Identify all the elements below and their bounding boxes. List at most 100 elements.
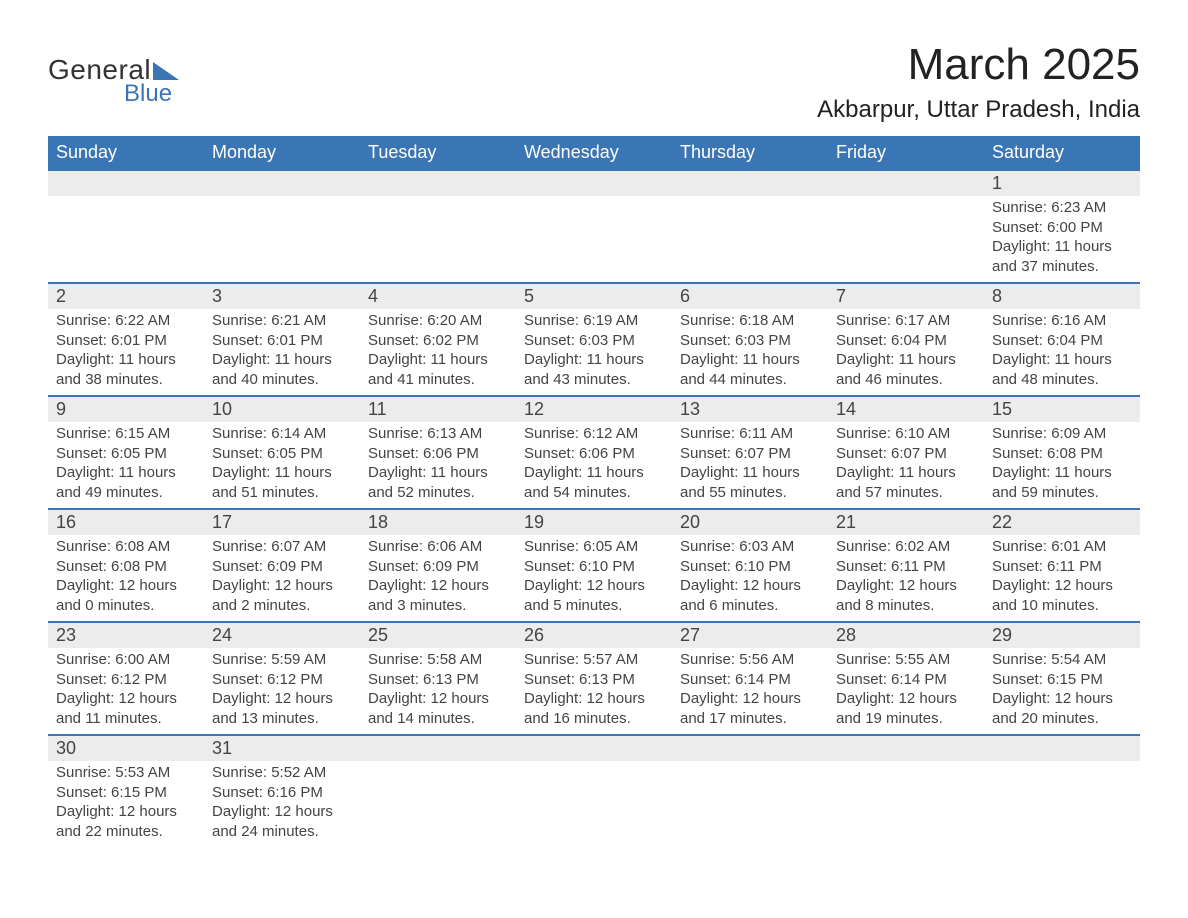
detail-line-ss: Sunset: 6:13 PM: [368, 670, 508, 690]
day-detail-cell: Sunrise: 5:54 AMSunset: 6:15 PMDaylight:…: [984, 648, 1140, 735]
day-header: Thursday: [672, 136, 828, 170]
day-number-cell: 15: [984, 396, 1140, 422]
detail-line-d2: and 13 minutes.: [212, 709, 352, 729]
detail-line-d1: Daylight: 11 hours: [836, 350, 976, 370]
detail-line-sr: Sunrise: 6:14 AM: [212, 424, 352, 444]
day-number-cell: 17: [204, 509, 360, 535]
logo-text-blue: Blue: [124, 80, 179, 108]
detail-line-d2: and 17 minutes.: [680, 709, 820, 729]
day-number-cell: 8: [984, 283, 1140, 309]
detail-line-d1: Daylight: 11 hours: [680, 350, 820, 370]
detail-line-d2: and 6 minutes.: [680, 596, 820, 616]
detail-line-d2: and 16 minutes.: [524, 709, 664, 729]
detail-line-d2: and 22 minutes.: [56, 822, 196, 842]
detail-line-ss: Sunset: 6:11 PM: [836, 557, 976, 577]
day-detail-cell: Sunrise: 5:59 AMSunset: 6:12 PMDaylight:…: [204, 648, 360, 735]
day-number-row: 9101112131415: [48, 396, 1140, 422]
detail-line-sr: Sunrise: 5:55 AM: [836, 650, 976, 670]
detail-line-d1: Daylight: 12 hours: [212, 689, 352, 709]
day-number-cell: [672, 735, 828, 761]
day-header: Monday: [204, 136, 360, 170]
day-number-cell: 26: [516, 622, 672, 648]
day-detail-cell: [828, 196, 984, 283]
detail-line-sr: Sunrise: 6:19 AM: [524, 311, 664, 331]
detail-line-d2: and 14 minutes.: [368, 709, 508, 729]
month-title: March 2025: [817, 40, 1140, 90]
day-detail-cell: Sunrise: 6:22 AMSunset: 6:01 PMDaylight:…: [48, 309, 204, 396]
detail-line-sr: Sunrise: 6:05 AM: [524, 537, 664, 557]
day-header: Tuesday: [360, 136, 516, 170]
detail-line-d1: Daylight: 11 hours: [524, 350, 664, 370]
detail-line-d1: Daylight: 12 hours: [680, 689, 820, 709]
detail-line-ss: Sunset: 6:15 PM: [56, 783, 196, 803]
detail-line-d1: Daylight: 11 hours: [992, 237, 1132, 257]
day-number-cell: 18: [360, 509, 516, 535]
day-number-cell: [672, 170, 828, 196]
day-detail-row: Sunrise: 5:53 AMSunset: 6:15 PM Daylight:…: [48, 761, 1140, 847]
day-detail-cell: Sunrise: 6:15 AMSunset: 6:05 PMDaylight:…: [48, 422, 204, 509]
detail-line-d1: Daylight: 12 hours: [212, 576, 352, 596]
logo-triangle-icon: [153, 62, 179, 80]
detail-line-ss: Sunset: 6:04 PM: [836, 331, 976, 351]
day-number-cell: 14: [828, 396, 984, 422]
day-number-cell: 22: [984, 509, 1140, 535]
detail-line-d2: and 37 minutes.: [992, 257, 1132, 277]
detail-line-d1: Daylight: 12 hours: [56, 576, 196, 596]
day-number-cell: [828, 170, 984, 196]
detail-line-d2: and 19 minutes.: [836, 709, 976, 729]
detail-line-sr: Sunrise: 6:06 AM: [368, 537, 508, 557]
detail-line-ss: Sunset: 6:09 PM: [368, 557, 508, 577]
day-detail-cell: Sunrise: 6:14 AMSunset: 6:05 PMDaylight:…: [204, 422, 360, 509]
day-number-cell: 12: [516, 396, 672, 422]
detail-line-d2: and 55 minutes.: [680, 483, 820, 503]
day-detail-cell: Sunrise: 6:21 AMSunset: 6:01 PMDaylight:…: [204, 309, 360, 396]
day-detail-row: Sunrise: 6:23 AMSunset: 6:00 PMDaylight:…: [48, 196, 1140, 283]
day-number-cell: 19: [516, 509, 672, 535]
day-number-cell: 7: [828, 283, 984, 309]
detail-line-sr: Sunrise: 6:17 AM: [836, 311, 976, 331]
detail-line-sr: Sunrise: 5:53 AM: [56, 763, 196, 783]
detail-line-d2: and 46 minutes.: [836, 370, 976, 390]
day-detail-cell: Sunrise: 6:13 AMSunset: 6:06 PMDaylight:…: [360, 422, 516, 509]
detail-line-ss: Sunset: 6:05 PM: [56, 444, 196, 464]
location-subtitle: Akbarpur, Uttar Pradesh, India: [817, 96, 1140, 124]
detail-line-sr: Sunrise: 6:09 AM: [992, 424, 1132, 444]
header: General Blue March 2025 Akbarpur, Uttar …: [48, 40, 1140, 124]
day-detail-cell: Sunrise: 5:52 AMSunset: 6:16 PMDaylight:…: [204, 761, 360, 847]
detail-line-d1: Daylight: 12 hours: [368, 576, 508, 596]
day-number-row: 3031: [48, 735, 1140, 761]
detail-line-d1: Daylight: 12 hours: [836, 689, 976, 709]
detail-line-ss: Sunset: 6:10 PM: [680, 557, 820, 577]
calendar-table: SundayMondayTuesdayWednesdayThursdayFrid…: [48, 136, 1140, 847]
detail-line-d1: Daylight: 12 hours: [524, 689, 664, 709]
detail-line-d1: Daylight: 11 hours: [836, 463, 976, 483]
detail-line-sr: Sunrise: 5:58 AM: [368, 650, 508, 670]
day-number-cell: 5: [516, 283, 672, 309]
day-detail-cell: Sunrise: 6:03 AMSunset: 6:10 PMDaylight:…: [672, 535, 828, 622]
day-detail-cell: Sunrise: 6:09 AMSunset: 6:08 PMDaylight:…: [984, 422, 1140, 509]
detail-line-ss: Sunset: 6:07 PM: [836, 444, 976, 464]
detail-line-ss: Sunset: 6:01 PM: [212, 331, 352, 351]
detail-line-sr: Sunrise: 6:11 AM: [680, 424, 820, 444]
detail-line-d2: and 43 minutes.: [524, 370, 664, 390]
calendar-header-row: SundayMondayTuesdayWednesdayThursdayFrid…: [48, 136, 1140, 170]
day-number-cell: [984, 735, 1140, 761]
day-detail-cell: Sunrise: 5:56 AMSunset: 6:14 PMDaylight:…: [672, 648, 828, 735]
detail-line-d1: Daylight: 12 hours: [212, 802, 352, 822]
day-number-cell: 24: [204, 622, 360, 648]
detail-line-ss: Sunset: 6:15 PM: [992, 670, 1132, 690]
day-header: Friday: [828, 136, 984, 170]
day-detail-cell: Sunrise: 5:53 AMSunset: 6:15 PMDaylight:…: [48, 761, 204, 847]
day-number-cell: 28: [828, 622, 984, 648]
day-number-cell: [516, 170, 672, 196]
detail-line-d1: Daylight: 12 hours: [992, 576, 1132, 596]
day-number-cell: [204, 170, 360, 196]
detail-line-sr: Sunrise: 6:20 AM: [368, 311, 508, 331]
detail-line-d2: and 44 minutes.: [680, 370, 820, 390]
detail-line-d2: and 11 minutes.: [56, 709, 196, 729]
detail-line-ss: Sunset: 6:06 PM: [368, 444, 508, 464]
detail-line-sr: Sunrise: 5:54 AM: [992, 650, 1132, 670]
day-number-cell: [360, 170, 516, 196]
day-detail-cell: [828, 761, 984, 847]
detail-line-sr: Sunrise: 6:18 AM: [680, 311, 820, 331]
